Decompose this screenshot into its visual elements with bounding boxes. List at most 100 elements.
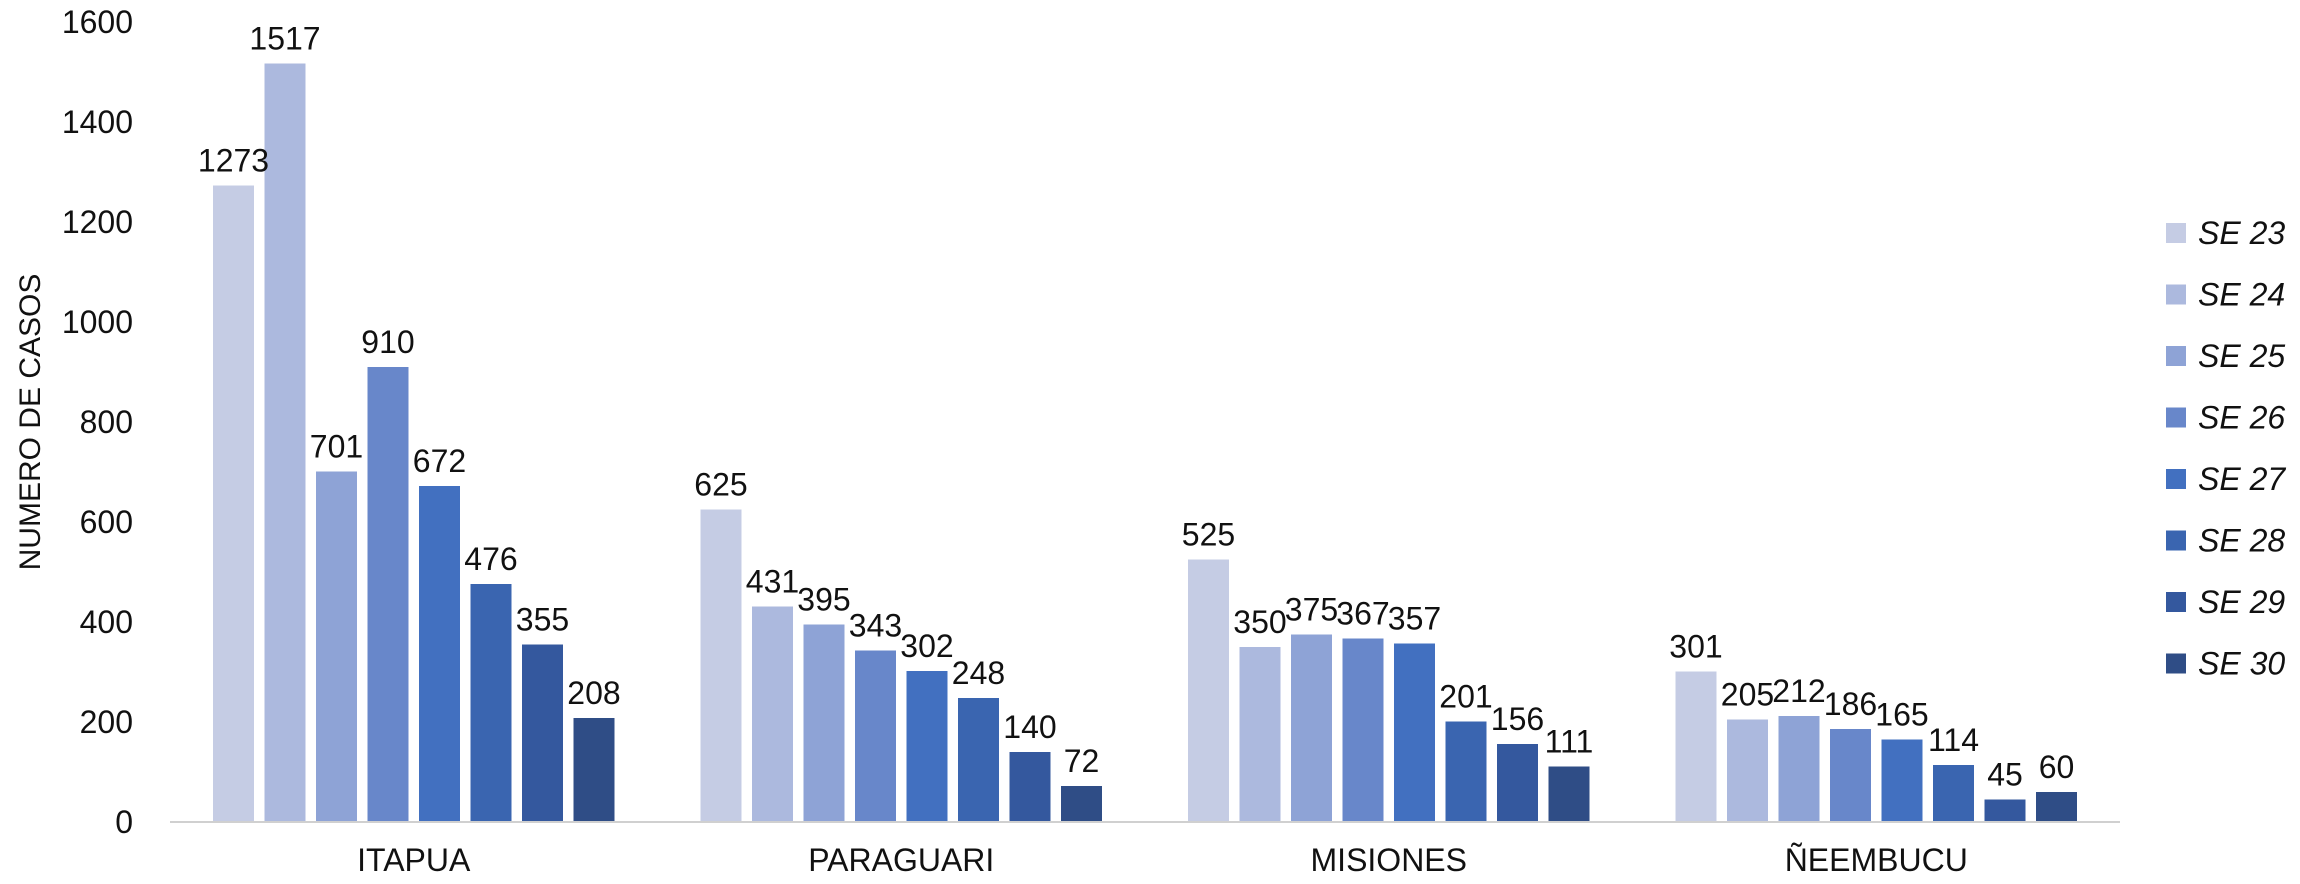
y-tick-label: 1000 bbox=[62, 304, 133, 340]
bar bbox=[906, 671, 948, 822]
legend-label: SE 26 bbox=[2198, 400, 2285, 436]
data-label: 208 bbox=[567, 675, 620, 711]
legend-label: SE 28 bbox=[2198, 523, 2285, 559]
y-tick-label: 600 bbox=[80, 504, 133, 540]
bar bbox=[213, 185, 254, 822]
data-label: 375 bbox=[1285, 592, 1338, 628]
legend-label: SE 27 bbox=[2198, 461, 2286, 497]
data-label: 350 bbox=[1233, 604, 1286, 640]
bar bbox=[316, 471, 357, 822]
data-label: 60 bbox=[2039, 749, 2075, 785]
bar bbox=[419, 486, 460, 822]
bar bbox=[1291, 634, 1332, 822]
data-label: 476 bbox=[464, 541, 517, 577]
bar bbox=[700, 509, 742, 822]
x-category-label: ÑEEMBUCU bbox=[1785, 842, 1968, 878]
legend-swatch bbox=[2166, 346, 2186, 366]
bar bbox=[573, 718, 615, 822]
legend-label: SE 29 bbox=[2198, 584, 2285, 620]
bar bbox=[264, 63, 306, 822]
y-tick-label: 200 bbox=[80, 704, 133, 740]
legend-swatch bbox=[2166, 407, 2186, 428]
legend: SE 23 SE 24 SE 25 SE 26 SE 27 SE 28 SE 29 SE 30 bbox=[2166, 215, 2286, 682]
data-label: 367 bbox=[1336, 596, 1389, 632]
bar bbox=[1009, 752, 1051, 822]
bar bbox=[522, 644, 563, 822]
y-tick-label: 1200 bbox=[62, 204, 133, 240]
bar bbox=[2036, 792, 2077, 822]
bar bbox=[1239, 647, 1281, 822]
bar bbox=[1548, 766, 1590, 822]
legend-swatch bbox=[2166, 223, 2186, 243]
data-label: 302 bbox=[900, 628, 953, 664]
bar bbox=[1778, 716, 1820, 822]
bar bbox=[1727, 719, 1768, 822]
bar bbox=[752, 606, 793, 822]
y-tick-label: 400 bbox=[80, 604, 133, 640]
legend-label: SE 30 bbox=[2198, 646, 2285, 682]
data-label: 114 bbox=[1928, 722, 1979, 758]
bar bbox=[803, 624, 845, 822]
y-axis-ticks: 0 200 400 600 800 1000 1200 1400 1600 bbox=[62, 4, 133, 840]
bar bbox=[1394, 643, 1435, 822]
y-tick-label: 1400 bbox=[62, 104, 133, 140]
bar bbox=[958, 698, 999, 822]
bar bbox=[1933, 765, 1974, 822]
data-label: 248 bbox=[952, 655, 1005, 691]
data-label: 1273 bbox=[198, 143, 269, 179]
data-label: 301 bbox=[1669, 629, 1722, 665]
legend-swatch bbox=[2166, 469, 2186, 489]
bar bbox=[1342, 638, 1384, 822]
data-label: 395 bbox=[797, 582, 850, 618]
data-label: 355 bbox=[516, 602, 569, 638]
data-label: 186 bbox=[1824, 686, 1877, 722]
bar bbox=[855, 650, 896, 822]
bar bbox=[1675, 671, 1717, 822]
bars bbox=[213, 63, 2077, 822]
data-label: 431 bbox=[746, 564, 799, 600]
y-axis-label: NUMERO DE CASOS bbox=[14, 274, 47, 571]
data-label: 156 bbox=[1491, 701, 1544, 737]
bar bbox=[1061, 786, 1102, 822]
data-label: 72 bbox=[1064, 743, 1100, 779]
y-tick-label: 800 bbox=[80, 404, 133, 440]
data-label: 701 bbox=[310, 429, 363, 465]
bar bbox=[1188, 559, 1229, 822]
legend-label: SE 24 bbox=[2198, 277, 2285, 313]
data-label: 625 bbox=[694, 467, 747, 503]
data-label: 357 bbox=[1388, 601, 1441, 637]
data-label: 525 bbox=[1182, 517, 1235, 553]
bar bbox=[1497, 744, 1538, 822]
data-label: 672 bbox=[413, 443, 466, 479]
x-axis-categories: ITAPUA PARAGUARI MISIONES ÑEEMBUCU bbox=[357, 842, 1968, 878]
data-label: 201 bbox=[1439, 679, 1492, 715]
data-label: 910 bbox=[361, 324, 414, 360]
data-label: 205 bbox=[1721, 677, 1774, 713]
legend-label: SE 25 bbox=[2198, 338, 2285, 374]
legend-label: SE 23 bbox=[2198, 215, 2285, 251]
data-label: 1517 bbox=[249, 21, 320, 57]
bar bbox=[1830, 729, 1871, 822]
bar bbox=[1445, 721, 1487, 822]
x-category-label: ITAPUA bbox=[357, 842, 471, 878]
data-label: 165 bbox=[1875, 697, 1928, 733]
data-labels: 1273151770191067247635520862543139534330… bbox=[198, 21, 2074, 793]
x-category-label: MISIONES bbox=[1311, 842, 1467, 878]
data-label: 111 bbox=[1545, 724, 1594, 760]
legend-swatch bbox=[2166, 653, 2186, 674]
y-tick-label: 0 bbox=[115, 804, 133, 840]
x-category-label: PARAGUARI bbox=[808, 842, 994, 878]
data-label: 212 bbox=[1772, 673, 1825, 709]
y-tick-label: 1600 bbox=[62, 4, 133, 40]
bar bbox=[1984, 799, 2026, 822]
legend-swatch bbox=[2166, 530, 2186, 551]
data-label: 343 bbox=[849, 608, 902, 644]
bar bbox=[470, 584, 512, 822]
bar bbox=[1881, 739, 1923, 822]
legend-swatch bbox=[2166, 592, 2186, 612]
data-label: 140 bbox=[1003, 709, 1056, 745]
data-label: 45 bbox=[1987, 757, 2023, 793]
bar bbox=[367, 367, 409, 822]
legend-swatch bbox=[2166, 284, 2186, 305]
